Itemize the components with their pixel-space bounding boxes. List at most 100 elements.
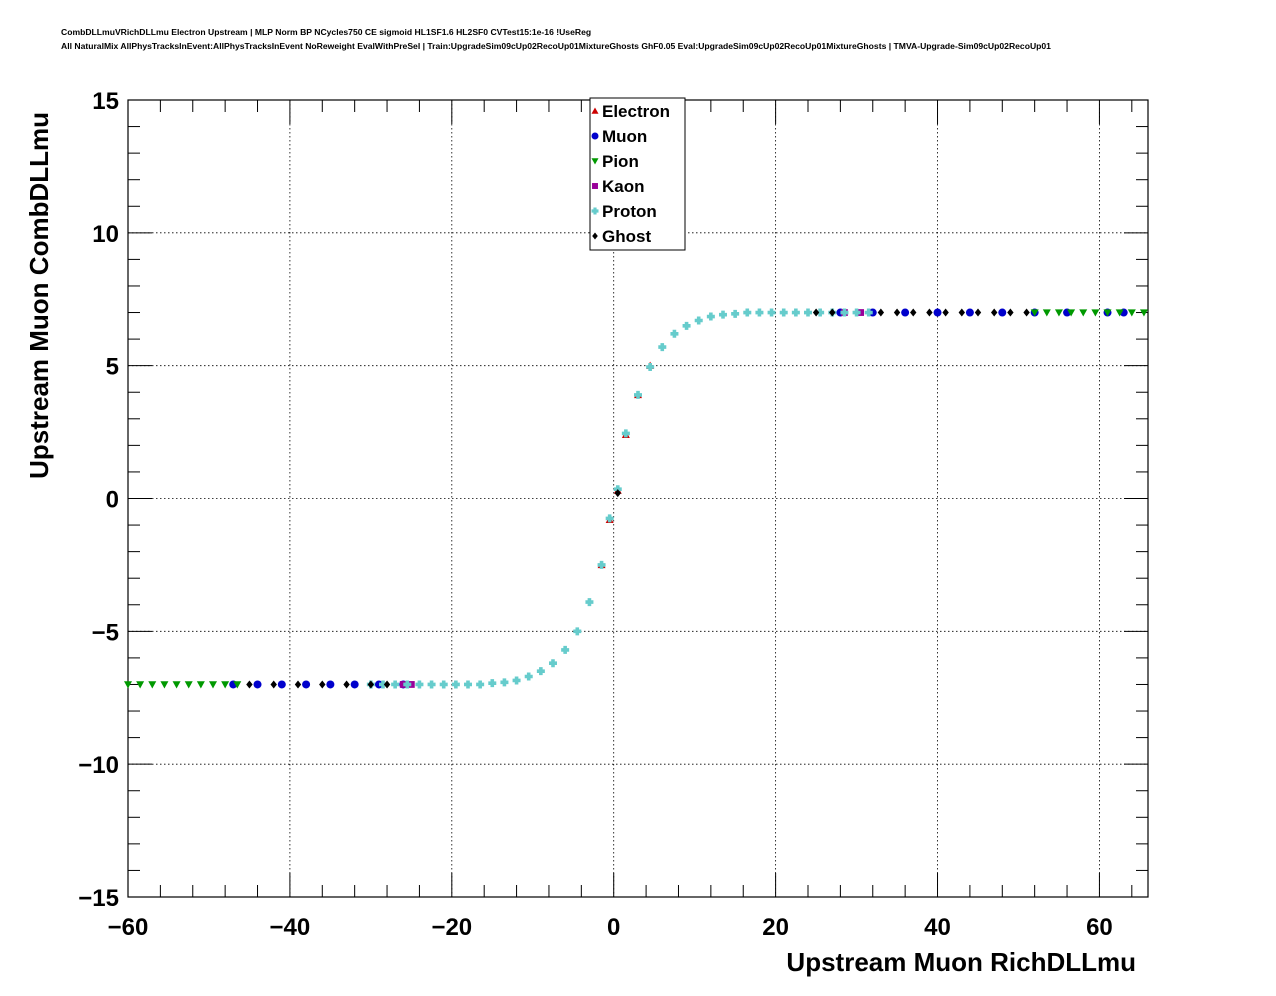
point-proton [403, 680, 412, 689]
point-proton [500, 678, 509, 687]
point-proton [694, 316, 703, 325]
point-muon [302, 680, 311, 689]
point-muon [253, 680, 262, 689]
point-pion [1054, 309, 1063, 317]
point-kaon [407, 681, 415, 688]
point-muon [277, 680, 286, 689]
point-ghost [1023, 308, 1030, 317]
point-pion [1091, 309, 1100, 317]
point-muon [374, 680, 383, 689]
point-proton [682, 321, 691, 330]
legend-label-kaon: Kaon [602, 177, 645, 196]
x-tick-label: −20 [431, 914, 472, 941]
legend-label-ghost: Ghost [602, 227, 651, 246]
point-proton [658, 343, 667, 352]
x-tick-label: 0 [607, 914, 620, 941]
point-proton [561, 645, 570, 654]
point-pion [184, 681, 193, 689]
y-tick-label: −5 [92, 619, 119, 646]
point-muon [326, 680, 335, 689]
legend-marker-ghost [592, 232, 598, 240]
point-pion [148, 681, 157, 689]
point-proton [439, 680, 448, 689]
legend-label-muon: Muon [602, 127, 647, 146]
point-pion [1115, 309, 1124, 317]
y-tick-label: 0 [106, 487, 119, 514]
point-ghost [383, 680, 391, 689]
point-ghost [958, 308, 966, 317]
point-proton [804, 308, 812, 317]
legend-label-proton: Proton [602, 202, 657, 221]
point-proton [864, 308, 873, 317]
point-ghost [343, 680, 350, 689]
chart-title-line-2: All NaturalMix AllPhysTracksInEvent:AllP… [61, 41, 1051, 51]
point-pion [1079, 309, 1088, 317]
y-tick-label: 5 [106, 354, 119, 381]
point-ghost [893, 308, 901, 317]
point-pion [1139, 309, 1148, 317]
point-proton [646, 362, 655, 371]
point-proton [852, 308, 861, 317]
point-proton [779, 308, 788, 317]
point-proton [476, 680, 485, 689]
point-proton [755, 308, 764, 317]
point-ghost [319, 680, 326, 689]
legend: Electron Muon Pion Kaon Proton Ghost [589, 97, 686, 251]
legend-marker-muon [591, 132, 599, 140]
point-proton [597, 560, 606, 569]
y-tick-label: −15 [78, 885, 119, 912]
y-tick-label: −10 [78, 752, 119, 779]
point-ghost [294, 680, 302, 689]
point-pion [233, 681, 242, 689]
point-ghost [614, 489, 621, 498]
point-pion [1042, 309, 1051, 317]
data-points [124, 308, 1148, 689]
point-proton [605, 514, 614, 523]
point-ghost [926, 308, 933, 317]
point-proton [549, 659, 557, 668]
series-pion [124, 309, 1148, 689]
point-proton [415, 680, 424, 689]
point-pion [221, 681, 230, 689]
point-ghost [829, 308, 836, 317]
point-proton [621, 429, 630, 438]
point-pion [124, 681, 132, 689]
point-proton [464, 680, 472, 689]
point-pion [209, 681, 217, 689]
point-pion [1067, 309, 1076, 317]
x-tick-label: 40 [924, 914, 951, 941]
point-proton [536, 667, 545, 676]
point-kaon [857, 309, 865, 316]
point-muon [933, 308, 942, 317]
point-pion [196, 681, 205, 689]
point-proton [743, 308, 752, 317]
point-proton [767, 308, 776, 317]
point-proton [488, 679, 497, 688]
chart-title-line-1: CombDLLmuVRichDLLmu Electron Upstream | … [61, 27, 592, 37]
point-proton [840, 308, 849, 317]
point-ghost [990, 308, 998, 317]
x-tick-label: −60 [108, 914, 149, 941]
series-electron [597, 361, 655, 569]
point-kaon [399, 681, 407, 688]
point-ghost [812, 308, 820, 317]
point-ghost [974, 308, 982, 317]
point-muon [965, 308, 974, 317]
legend-marker-proton [591, 207, 599, 215]
point-pion [1127, 309, 1136, 317]
point-pion [160, 681, 169, 689]
x-tick-labels: −60 −40 −20 0 20 40 60 [108, 914, 1113, 941]
x-tick-label: −40 [270, 914, 311, 941]
legend-box [589, 97, 686, 251]
point-proton [427, 680, 436, 689]
y-tick-label: 10 [92, 221, 119, 248]
point-ghost [246, 680, 253, 689]
point-pion [136, 681, 145, 689]
point-proton [791, 308, 800, 317]
point-pion [1030, 309, 1039, 317]
legend-marker-electron [591, 107, 599, 114]
point-ghost [270, 680, 277, 689]
point-pion [172, 681, 181, 689]
point-proton [524, 672, 533, 681]
